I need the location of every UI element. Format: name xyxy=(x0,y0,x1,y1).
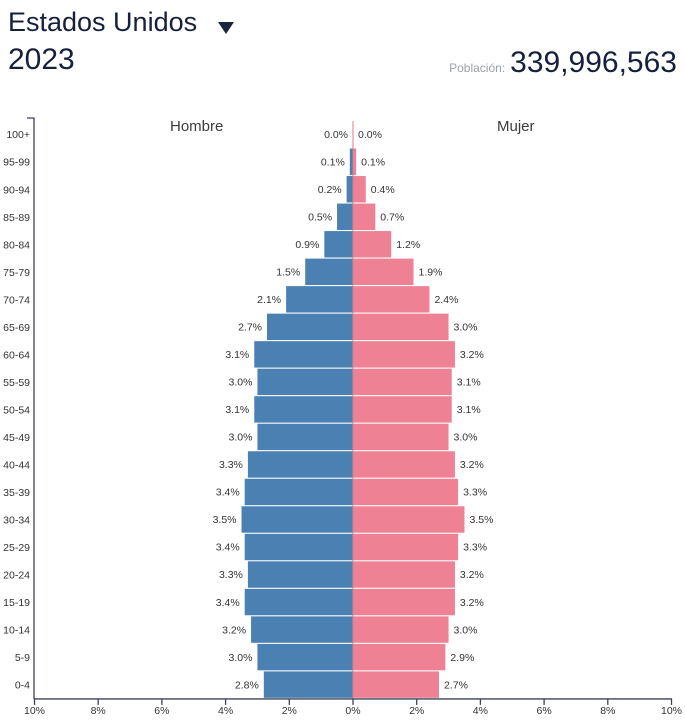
svg-text:3.0%: 3.0% xyxy=(454,432,478,444)
svg-text:3.0%: 3.0% xyxy=(454,322,478,334)
svg-text:3.1%: 3.1% xyxy=(457,377,481,389)
svg-text:20-24: 20-24 xyxy=(3,570,30,582)
svg-text:0.0%: 0.0% xyxy=(358,129,382,141)
svg-text:15-19: 15-19 xyxy=(3,597,30,609)
svg-text:100+: 100+ xyxy=(6,129,30,141)
svg-text:80-84: 80-84 xyxy=(3,239,30,251)
svg-text:65-69: 65-69 xyxy=(3,322,30,334)
svg-text:30-34: 30-34 xyxy=(3,514,30,526)
svg-text:8%: 8% xyxy=(91,705,106,717)
svg-text:3.2%: 3.2% xyxy=(222,624,246,636)
svg-text:3.4%: 3.4% xyxy=(216,542,240,554)
svg-text:2.9%: 2.9% xyxy=(450,652,474,664)
svg-text:25-29: 25-29 xyxy=(3,542,30,554)
svg-text:4%: 4% xyxy=(473,705,488,717)
svg-text:0.7%: 0.7% xyxy=(380,211,404,223)
svg-text:3.2%: 3.2% xyxy=(460,569,484,581)
svg-text:3.4%: 3.4% xyxy=(216,597,240,609)
svg-text:3.2%: 3.2% xyxy=(460,459,484,471)
svg-text:1.9%: 1.9% xyxy=(419,267,443,279)
svg-text:10%: 10% xyxy=(661,705,682,717)
svg-text:55-59: 55-59 xyxy=(3,377,30,389)
svg-text:3.3%: 3.3% xyxy=(463,487,487,499)
svg-text:3.0%: 3.0% xyxy=(229,652,253,664)
svg-text:2%: 2% xyxy=(282,705,297,717)
svg-text:60-64: 60-64 xyxy=(3,349,30,361)
svg-text:3.3%: 3.3% xyxy=(219,459,243,471)
svg-text:5-9: 5-9 xyxy=(15,652,30,664)
svg-text:2.7%: 2.7% xyxy=(238,322,262,334)
svg-text:90-94: 90-94 xyxy=(3,184,30,196)
svg-text:3.5%: 3.5% xyxy=(469,514,493,526)
svg-text:3.3%: 3.3% xyxy=(463,542,487,554)
svg-text:0.9%: 0.9% xyxy=(295,239,319,251)
svg-text:0.4%: 0.4% xyxy=(371,184,395,196)
svg-text:45-49: 45-49 xyxy=(3,432,30,444)
svg-text:3.4%: 3.4% xyxy=(216,487,240,499)
svg-text:3.0%: 3.0% xyxy=(454,624,478,636)
svg-text:50-54: 50-54 xyxy=(3,404,30,416)
svg-text:3.1%: 3.1% xyxy=(457,404,481,416)
svg-text:4%: 4% xyxy=(218,705,233,717)
svg-text:3.1%: 3.1% xyxy=(225,349,249,361)
svg-text:10%: 10% xyxy=(24,705,45,717)
svg-text:6%: 6% xyxy=(537,705,552,717)
svg-text:0.1%: 0.1% xyxy=(361,156,385,168)
svg-text:10-14: 10-14 xyxy=(3,625,30,637)
svg-text:2.8%: 2.8% xyxy=(235,679,259,691)
svg-text:0.2%: 0.2% xyxy=(318,184,342,196)
svg-text:3.2%: 3.2% xyxy=(460,349,484,361)
svg-text:3.0%: 3.0% xyxy=(229,432,253,444)
svg-text:0.0%: 0.0% xyxy=(324,129,348,141)
svg-text:2.4%: 2.4% xyxy=(434,294,458,306)
svg-text:0%: 0% xyxy=(345,705,360,717)
svg-text:0.5%: 0.5% xyxy=(308,211,332,223)
svg-text:75-79: 75-79 xyxy=(3,267,30,279)
svg-text:1.5%: 1.5% xyxy=(276,267,300,279)
svg-text:3.5%: 3.5% xyxy=(213,514,237,526)
svg-text:2%: 2% xyxy=(409,705,424,717)
svg-text:3.0%: 3.0% xyxy=(229,377,253,389)
svg-text:0-4: 0-4 xyxy=(15,680,30,692)
svg-text:95-99: 95-99 xyxy=(3,157,30,169)
svg-text:40-44: 40-44 xyxy=(3,459,30,471)
svg-text:3.1%: 3.1% xyxy=(225,404,249,416)
svg-text:2.1%: 2.1% xyxy=(257,294,281,306)
svg-text:3.2%: 3.2% xyxy=(460,597,484,609)
svg-text:0.1%: 0.1% xyxy=(321,156,345,168)
svg-text:35-39: 35-39 xyxy=(3,487,30,499)
svg-text:6%: 6% xyxy=(154,705,169,717)
svg-text:3.3%: 3.3% xyxy=(219,569,243,581)
svg-text:1.2%: 1.2% xyxy=(396,239,420,251)
svg-text:8%: 8% xyxy=(600,705,615,717)
svg-text:70-74: 70-74 xyxy=(3,294,30,306)
svg-text:2.7%: 2.7% xyxy=(444,679,468,691)
svg-text:85-89: 85-89 xyxy=(3,212,30,224)
